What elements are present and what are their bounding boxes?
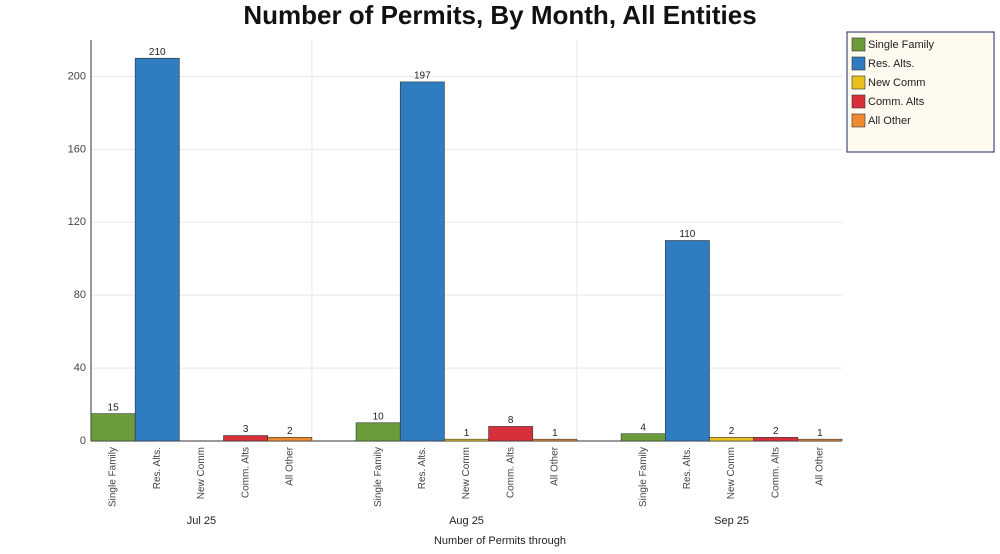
legend-swatch: [851, 56, 866, 71]
data-label: 1: [817, 428, 823, 439]
bar-series-label: Res. Alts.: [682, 447, 693, 489]
y-tick-label: 40: [74, 362, 86, 374]
data-label: 210: [149, 47, 166, 58]
legend-label: Single Family: [868, 39, 935, 51]
bar: [664, 240, 710, 442]
bar-series-label: All Other: [549, 446, 560, 486]
bar-series-label: New Comm: [726, 447, 737, 499]
bar-series-label: Single Family: [638, 447, 649, 507]
chart-title: Number of Permits, By Month, All Entitie…: [243, 0, 756, 30]
bar: [797, 438, 843, 442]
bar-series-label: Res. Alts.: [152, 447, 163, 489]
legend-swatch: [851, 113, 866, 128]
legend-swatch: [851, 37, 866, 52]
bar: [399, 81, 445, 442]
y-tick-label: 80: [74, 289, 86, 301]
data-label: 2: [729, 426, 735, 437]
bar: [709, 437, 754, 442]
data-label: 110: [679, 229, 695, 240]
bar: [134, 57, 180, 442]
x-tick-label: Jul 25: [187, 515, 216, 527]
bar-series-label: Single Family: [108, 447, 119, 507]
bar-series-label: Single Family: [373, 447, 384, 507]
data-label: 8: [508, 415, 514, 426]
legend-swatch: [851, 75, 866, 90]
bar-series-label: Comm. Alts: [770, 447, 781, 498]
bar-series-label: Res. Alts.: [417, 447, 428, 489]
x-tick-label: Sep 25: [714, 515, 749, 527]
bar-series-label: All Other: [284, 446, 295, 486]
bar: [90, 413, 136, 442]
bar: [488, 426, 534, 442]
data-label: 197: [414, 71, 431, 82]
x-axis-label: Number of Permits through: [434, 535, 566, 547]
bar: [532, 438, 578, 442]
data-label: 3: [243, 424, 249, 435]
bar: [223, 435, 269, 442]
data-label: 1: [464, 428, 470, 439]
data-label: 10: [373, 411, 385, 422]
data-label: 15: [108, 402, 120, 413]
legend-label: All Other: [868, 115, 911, 127]
bar: [444, 438, 489, 442]
legend-box: [846, 31, 995, 153]
legend-swatch: [851, 94, 866, 109]
legend-label: Res. Alts.: [868, 58, 914, 70]
bar-series-label: New Comm: [461, 447, 472, 499]
bar-series-label: New Comm: [196, 447, 207, 499]
bar-series-label: Comm. Alts: [240, 447, 251, 498]
y-tick-label: 160: [68, 143, 86, 155]
bar: [355, 422, 401, 442]
bar-series-label: All Other: [815, 446, 826, 486]
bar: [267, 437, 313, 442]
y-tick-label: 200: [68, 70, 86, 82]
legend-label: Comm. Alts: [868, 96, 925, 108]
data-label: 2: [287, 426, 293, 437]
data-label: 2: [773, 426, 779, 437]
bar: [620, 433, 666, 442]
y-tick-label: 120: [68, 216, 86, 228]
y-tick-label: 0: [80, 435, 86, 447]
bar: [753, 437, 799, 442]
x-tick-label: Aug 25: [449, 515, 484, 527]
legend-label: New Comm: [868, 77, 925, 89]
data-label: 1: [552, 428, 558, 439]
bar-series-label: Comm. Alts: [505, 447, 516, 498]
data-label: 4: [640, 422, 646, 433]
